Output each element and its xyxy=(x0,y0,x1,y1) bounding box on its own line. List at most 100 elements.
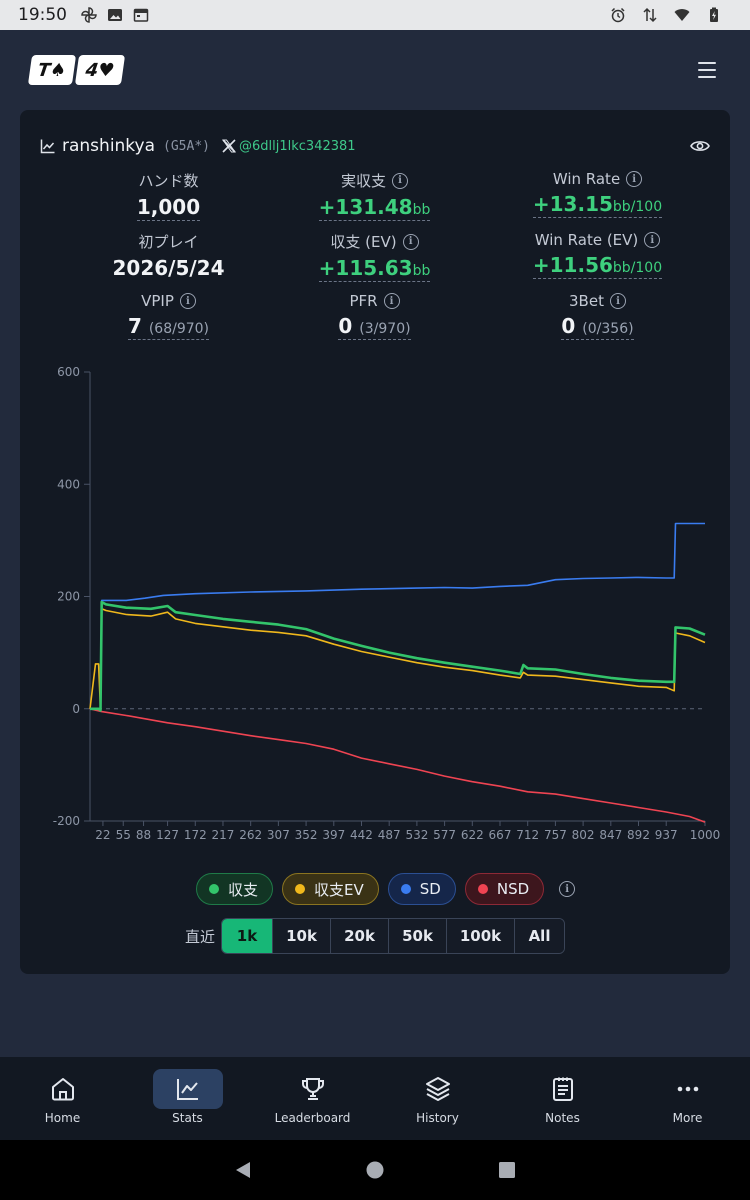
range-option-1k[interactable]: 1k xyxy=(222,919,274,953)
legend-toggle-profit-ev[interactable]: 収支EV xyxy=(282,873,379,905)
info-icon[interactable]: i xyxy=(402,233,419,250)
x-tick-label: 802 xyxy=(572,828,595,842)
profile-header: ranshinkya (G5A*) @6dllj1lkc342381 xyxy=(40,134,710,158)
stats-icon xyxy=(176,1079,198,1100)
image-icon xyxy=(108,9,122,21)
nav-label: Leaderboard xyxy=(274,1111,351,1125)
stat-label: Win Rate xyxy=(552,170,621,188)
y-tick-label: 400 xyxy=(57,477,80,491)
x-tick-label: 667 xyxy=(489,828,512,842)
stat-hands: ハンド数 1,000 xyxy=(57,170,280,221)
system-status-bar: 19:50 xyxy=(0,0,750,30)
profit-chart[interactable]: 600 400 200 0 -200 22 55 88 127 172 217 262 307 352 39… xyxy=(20,360,730,850)
x-tick-label: 352 xyxy=(295,828,318,842)
notes-icon xyxy=(552,1077,573,1101)
legend-dot xyxy=(400,884,411,894)
range-label: 直近 xyxy=(185,927,216,946)
x-tick-label: 262 xyxy=(239,828,262,842)
stat-label: 初プレイ xyxy=(138,233,199,251)
stat-pfr: PFR i 0 (3/970) xyxy=(263,292,486,340)
legend-toggle-sd[interactable]: SD xyxy=(387,873,456,905)
username: ranshinkya xyxy=(62,136,156,156)
back-icon[interactable] xyxy=(232,1159,254,1181)
x-tick-label: 1000 xyxy=(690,828,721,842)
x-tick-label: 22 xyxy=(95,828,110,842)
x-tick-label: 172 xyxy=(184,828,207,842)
line-chart-icon xyxy=(40,139,55,154)
x-tick-label: 307 xyxy=(267,828,290,842)
y-tick-label: 200 xyxy=(57,590,80,604)
trophy-icon xyxy=(301,1078,324,1100)
x-tick-label: 712 xyxy=(516,828,539,842)
eye-icon[interactable] xyxy=(690,139,710,153)
recents-icon[interactable] xyxy=(496,1159,518,1181)
logo-card-1: T♠ xyxy=(27,55,77,85)
nav-notes[interactable]: Notes xyxy=(500,1057,625,1140)
nav-label: History xyxy=(416,1111,459,1125)
bottom-navigation: Home Stats Leaderboard History Notes Mor… xyxy=(0,1057,750,1140)
stat-value[interactable]: +131.48bb xyxy=(318,195,431,221)
range-option-all[interactable]: All xyxy=(515,919,565,953)
legend-info-icon[interactable]: i xyxy=(559,881,576,897)
legend-toggle-nsd[interactable]: NSD xyxy=(464,873,545,905)
stat-value[interactable]: +13.15bb/100 xyxy=(532,192,663,218)
status-time: 19:50 xyxy=(18,5,67,25)
x-logo-icon[interactable] xyxy=(222,139,236,153)
info-icon[interactable]: i xyxy=(609,293,626,309)
x-tick-label: 88 xyxy=(136,828,151,842)
x-tick-label: 622 xyxy=(461,828,484,842)
nav-label: Home xyxy=(44,1111,81,1125)
stat-label: Win Rate (EV) xyxy=(534,231,639,249)
x-tick-label: 937 xyxy=(655,828,678,842)
range-option-50k[interactable]: 50k xyxy=(389,919,448,953)
stat-win-rate: Win Rate i +13.15bb/100 xyxy=(486,170,709,218)
x-tick-label: 487 xyxy=(378,828,401,842)
range-selector: 直近 1k 10k 20k 50k 100k All xyxy=(185,918,566,954)
stat-win-rate-ev: Win Rate (EV) i +11.56bb/100 xyxy=(486,231,709,279)
x-handle-link[interactable]: @6dllj1lkc342381 xyxy=(239,138,356,154)
stat-value[interactable]: +115.63bb xyxy=(318,256,431,282)
stat-value[interactable]: 0 (3/970) xyxy=(338,314,411,340)
home-circle-icon[interactable] xyxy=(364,1159,386,1181)
stat-value[interactable]: 7 (68/970) xyxy=(127,314,210,340)
nav-stats[interactable]: Stats xyxy=(125,1057,250,1140)
nav-home[interactable]: Home xyxy=(0,1057,125,1140)
stat-3bet: 3Bet i 0 (0/356) xyxy=(486,292,709,340)
hamburger-menu-icon[interactable] xyxy=(694,59,720,81)
info-icon[interactable]: i xyxy=(383,293,400,309)
legend-dot xyxy=(295,884,306,894)
pinwheel-icon xyxy=(81,7,97,23)
info-icon[interactable]: i xyxy=(179,293,196,309)
data-arrows-icon xyxy=(643,7,657,23)
stat-value[interactable]: 0 (0/356) xyxy=(561,314,634,340)
logo-card-2: 4♥ xyxy=(74,55,126,85)
home-icon xyxy=(51,1078,74,1101)
chart-legend: 収支 収支EV SD NSD i xyxy=(196,873,576,905)
nav-more[interactable]: More xyxy=(625,1057,750,1140)
user-code: (G5A*) xyxy=(163,138,210,154)
stat-value[interactable]: 1,000 xyxy=(136,195,201,221)
legend-dot xyxy=(209,884,219,894)
range-option-10k[interactable]: 10k xyxy=(273,919,332,953)
info-icon[interactable]: i xyxy=(644,232,661,248)
wifi-icon xyxy=(674,9,690,21)
stat-value: 2026/5/24 xyxy=(112,256,225,280)
stat-vpip: VPIP i 7 (68/970) xyxy=(57,292,280,340)
legend-toggle-profit[interactable]: 収支 xyxy=(196,873,274,905)
stat-value[interactable]: +11.56bb/100 xyxy=(532,253,663,279)
info-icon[interactable]: i xyxy=(392,172,408,189)
more-icon xyxy=(677,1086,698,1092)
y-tick-label: -200 xyxy=(53,814,80,828)
nav-leaderboard[interactable]: Leaderboard xyxy=(250,1057,375,1140)
app-logo[interactable]: T♠ 4♥ xyxy=(27,55,126,85)
range-option-100k[interactable]: 100k xyxy=(447,919,516,953)
system-navigation-bar xyxy=(0,1140,750,1200)
stats-card: ranshinkya (G5A*) @6dllj1lkc342381 ハンド数 … xyxy=(20,110,730,974)
stat-label: 実収支 xyxy=(340,172,386,190)
series-line-profit-ev xyxy=(89,608,706,712)
range-option-20k[interactable]: 20k xyxy=(331,919,390,953)
info-icon[interactable]: i xyxy=(626,171,643,187)
stat-label: 3Bet xyxy=(569,292,604,310)
nav-label: Stats xyxy=(172,1111,203,1125)
nav-history[interactable]: History xyxy=(375,1057,500,1140)
